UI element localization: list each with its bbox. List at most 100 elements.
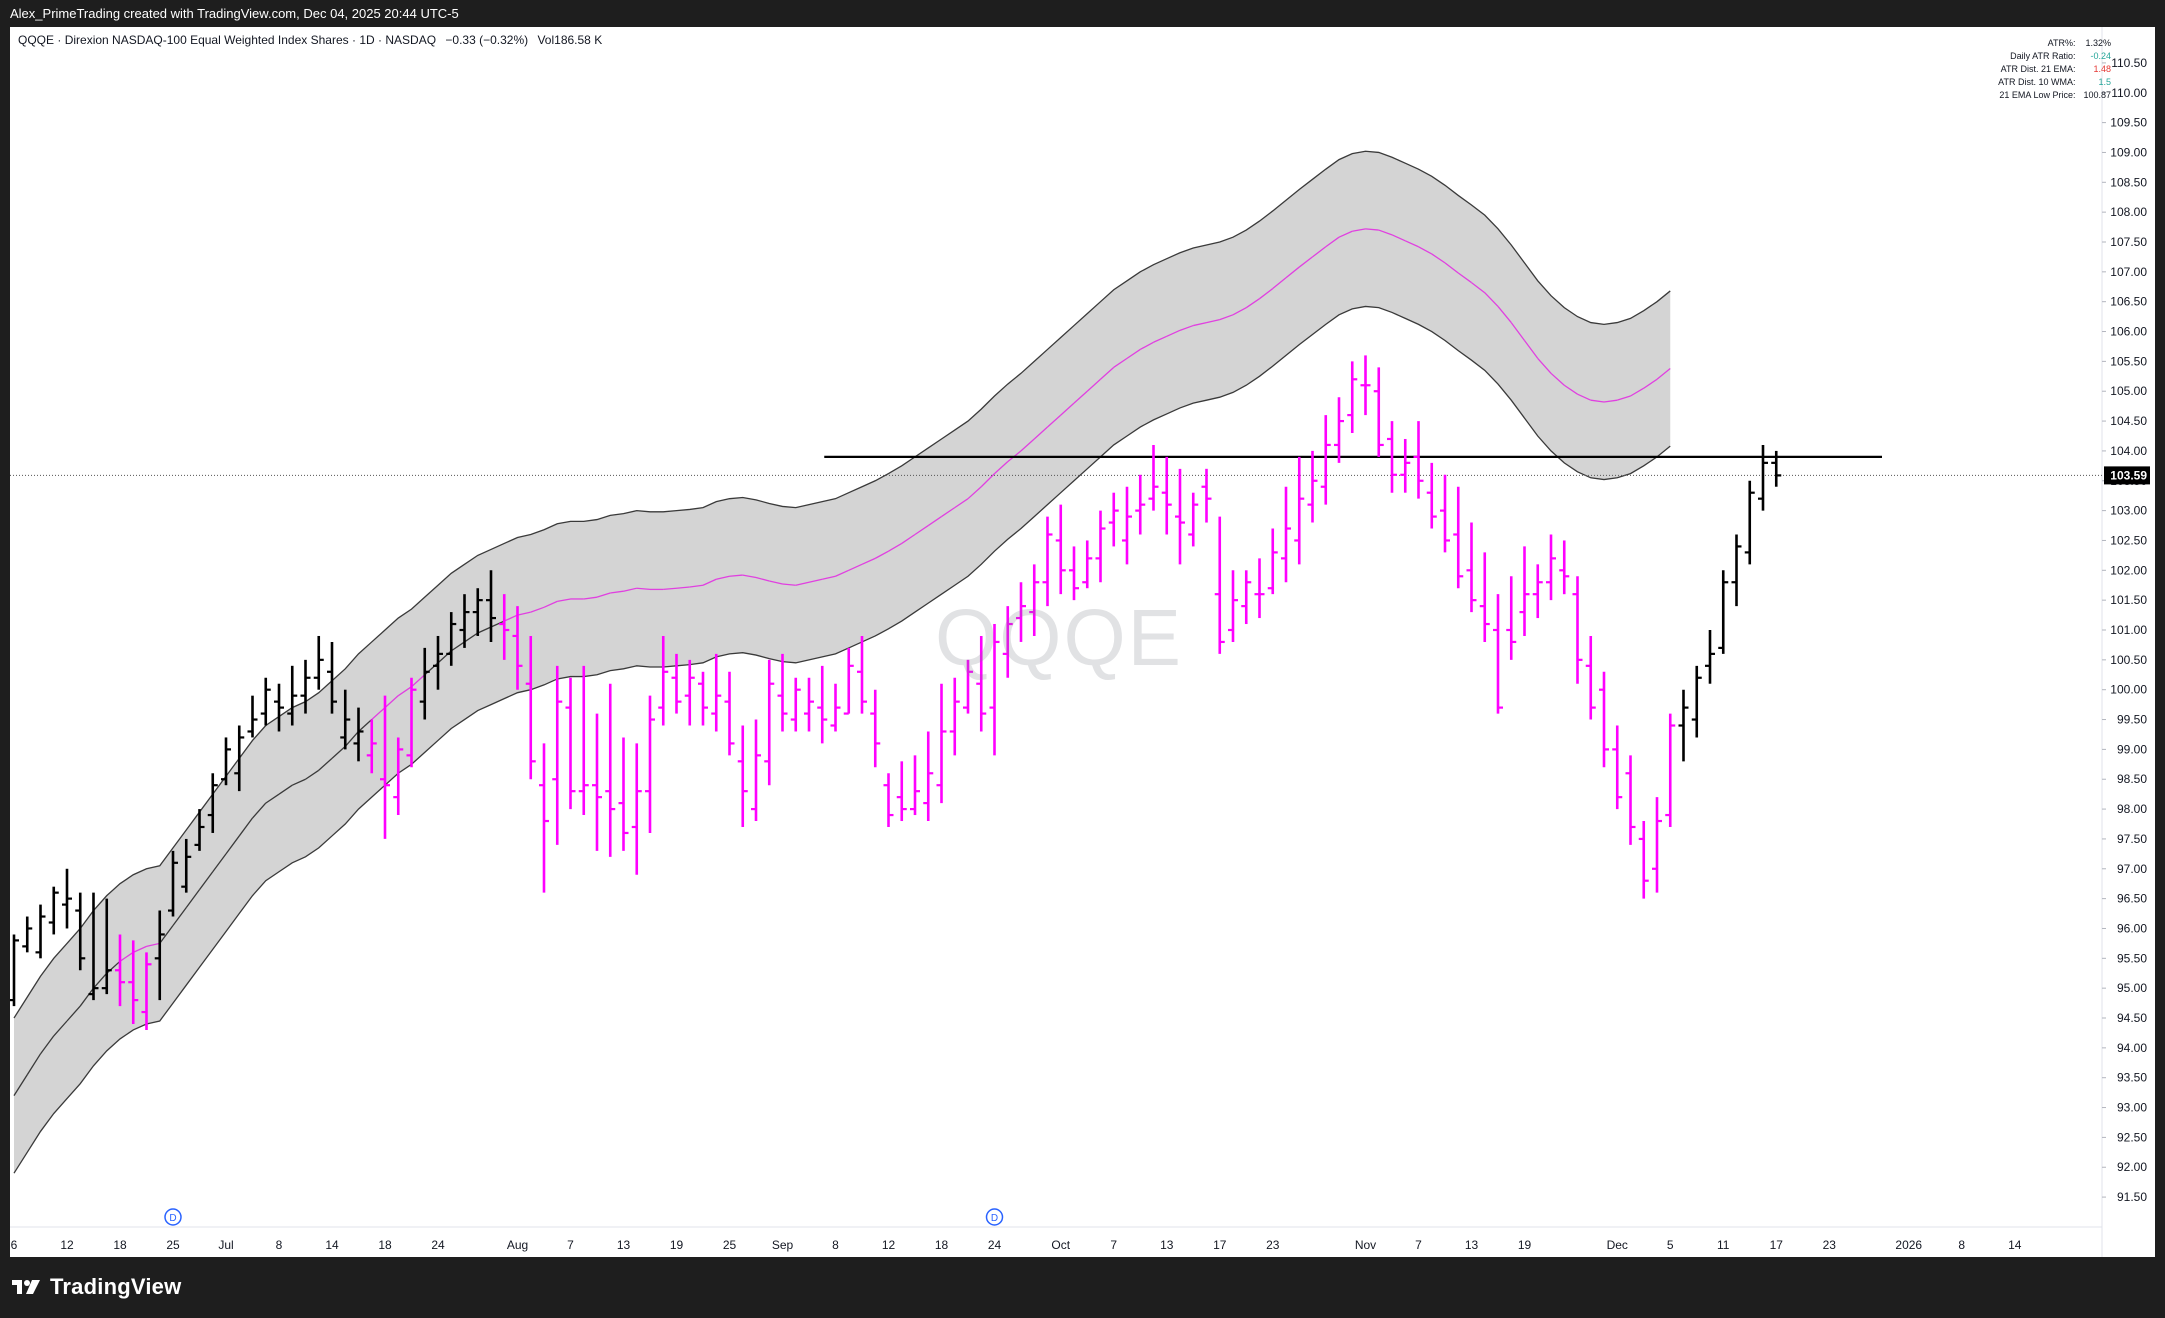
price-axis-label: 100.00	[2110, 683, 2147, 697]
ema-line-segment	[79, 987, 95, 1007]
time-axis-label: 11	[1717, 1238, 1730, 1252]
ema-line-segment	[238, 817, 254, 837]
time-axis-label: 24	[431, 1238, 445, 1252]
price-axis-label: 105.00	[2110, 384, 2147, 398]
time-axis-label: 13	[1160, 1238, 1174, 1252]
ema-line-segment	[265, 793, 280, 804]
ema-line-segment	[610, 590, 624, 594]
ema-line-segment	[384, 695, 399, 709]
ema-line-segment	[848, 563, 863, 571]
atr-info-row: 21 EMA Low Price: 100.87	[1990, 89, 2111, 102]
time-axis-label: 6	[11, 1238, 18, 1252]
legend-change: −0.33 (−0.32%)	[445, 33, 529, 47]
ema-line-segment	[159, 925, 174, 944]
ema-line-segment	[371, 707, 386, 721]
time-axis-label: Dec	[1607, 1238, 1628, 1252]
ema-line-segment	[1537, 357, 1552, 374]
tradingview-logo-icon	[12, 1280, 40, 1294]
atr-info-label: ATR Dist. 10 WMA:	[1998, 77, 2076, 87]
ema-line-segment	[861, 557, 876, 565]
price-axis-label: 109.00	[2110, 145, 2147, 159]
ema-line-segment	[1245, 298, 1260, 309]
price-axis-label: 110.50	[2111, 56, 2147, 70]
atr-info-row: ATR Dist. 10 WMA: 1.5	[1990, 76, 2111, 89]
price-axis-label: 95.00	[2117, 981, 2147, 995]
dividend-marker-icon[interactable]	[164, 1208, 182, 1226]
ema-line-segment	[689, 584, 704, 588]
price-axis-label: 94.50	[2117, 1011, 2147, 1025]
ema-line-segment	[146, 942, 160, 948]
ema-line-segment	[557, 598, 571, 602]
series-legend[interactable]: QQQE · Direxion NASDAQ-100 Equal Weighte…	[18, 33, 602, 47]
ema-line-segment	[901, 533, 916, 544]
price-axis-label: 110.00	[2111, 86, 2147, 100]
price-axis-label: 98.50	[2117, 772, 2147, 786]
ema-line-segment	[1153, 335, 1168, 343]
dividend-marker-label: D	[169, 1213, 176, 1224]
tradingview-logo[interactable]: TradingView	[12, 1272, 181, 1302]
time-axis-label: 13	[617, 1238, 631, 1252]
price-axis-label: 102.00	[2110, 563, 2147, 577]
price-axis-label: 109.50	[2110, 116, 2147, 130]
price-axis-label: 97.00	[2117, 862, 2147, 876]
price-axis-label: 96.00	[2117, 921, 2147, 935]
price-axis-label: 101.00	[2110, 623, 2147, 637]
ema-line-segment	[53, 1020, 68, 1037]
ema-line-segment	[676, 586, 690, 589]
ema-line-segment	[914, 524, 929, 536]
ema-line-segment	[66, 1005, 81, 1022]
ema-line-segment	[623, 587, 637, 592]
price-chart[interactable]: 91.50 92.00 92.50 93.00 93.50 94.00 94.50 95.00…	[10, 27, 2155, 1257]
ema-line-segment	[1404, 240, 1419, 248]
price-axis-label: 95.50	[2117, 951, 2147, 965]
time-axis-label: 14	[325, 1238, 339, 1252]
ema-band-upper-line	[13, 150, 1671, 1019]
price-axis-label: 94.00	[2117, 1041, 2147, 1055]
ema-line-segment	[1365, 228, 1379, 231]
ema-line-segment	[1550, 372, 1565, 386]
ema-line-segment	[1352, 228, 1366, 232]
ema-line-segment	[185, 889, 201, 908]
ema-line-segment	[1272, 277, 1287, 290]
ema-line-segment	[980, 473, 995, 488]
dividend-marker-icon[interactable]	[985, 1208, 1004, 1226]
ema-line-segment	[318, 757, 333, 771]
ema-line-segment	[13, 1074, 28, 1096]
atr-info-row: ATR%: 1.32%	[1990, 37, 2111, 50]
ema-line-segment	[225, 835, 240, 855]
chart-panel[interactable]: 91.50 92.00 92.50 93.00 93.50 94.00 94.50 95.00…	[10, 27, 2155, 1257]
ema-line-segment	[1033, 426, 1048, 440]
ema-line-segment	[93, 972, 108, 989]
ema-line-segment	[530, 606, 545, 613]
time-axis-label: 18	[935, 1238, 949, 1252]
price-axis-label: 107.00	[2110, 265, 2147, 279]
ema-line-segment	[1590, 399, 1605, 403]
price-axis-label: 101.50	[2110, 593, 2147, 607]
ema-line-segment	[1523, 340, 1539, 359]
price-axis-label: 108.50	[2110, 175, 2147, 189]
ema-line-segment	[1139, 341, 1154, 351]
atr-info-value: -0.24	[2090, 51, 2111, 61]
price-axis-label: 99.00	[2117, 742, 2147, 756]
atr-info-label: Daily ATR Ratio:	[2010, 51, 2076, 61]
ema-line-segment	[808, 578, 823, 583]
price-axis-label: 108.00	[2110, 205, 2147, 219]
ema-line-segment	[1577, 393, 1592, 401]
ema-line-segment	[1298, 256, 1313, 268]
atr-info-label: 21 EMA Low Price:	[1999, 90, 2076, 100]
ema-line-segment	[1100, 366, 1115, 380]
ema-line-segment	[663, 587, 677, 591]
ema-line-segment	[119, 951, 134, 962]
ema-line-segment	[782, 583, 796, 586]
ema-line-segment	[716, 575, 730, 580]
dividend-marker-label: D	[991, 1213, 998, 1224]
price-axis-label: 91.50	[2117, 1190, 2147, 1204]
legend-separator: ·	[351, 33, 360, 47]
ema-line-segment	[1338, 230, 1353, 238]
time-axis-label: 8	[276, 1238, 283, 1252]
ema-line-segment	[596, 592, 611, 598]
ema-line-segment	[198, 871, 214, 891]
tradingview-logo-text: TradingView	[50, 1274, 182, 1299]
ema-line-segment	[835, 569, 850, 577]
ema-line-segment	[1457, 272, 1472, 284]
